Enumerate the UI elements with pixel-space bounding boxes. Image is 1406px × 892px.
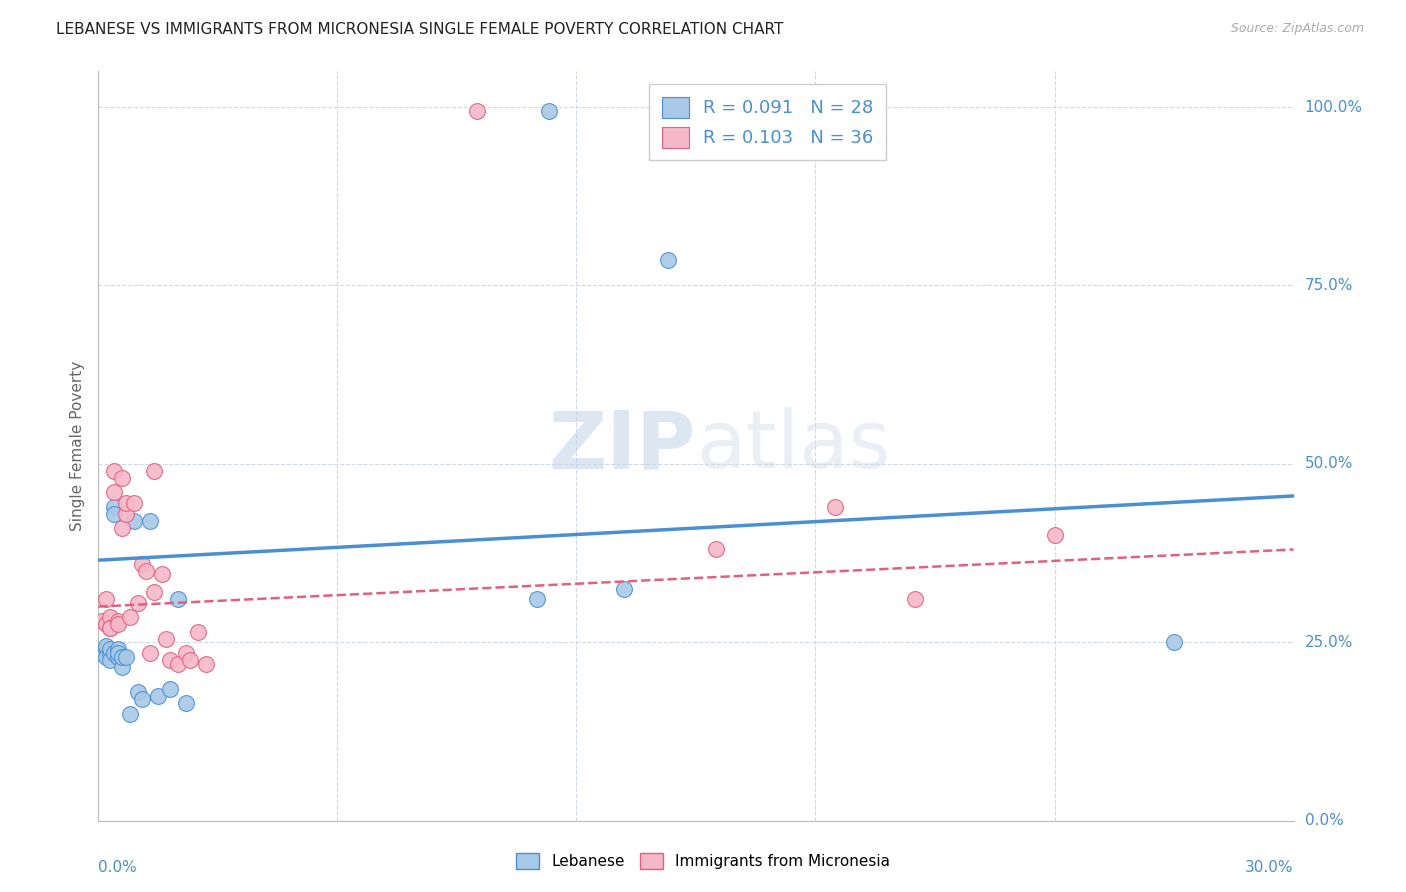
Point [127,596,149,610]
Point [111,649,134,664]
Text: 100.0%: 100.0% [1305,100,1362,114]
Point [904,592,927,607]
Point [150,567,173,582]
Point [107,642,129,657]
Point [115,649,138,664]
Point [139,646,162,660]
Point [139,514,162,528]
Point [115,507,138,521]
Point [96,617,118,632]
Text: 75.0%: 75.0% [1305,278,1353,293]
Point [91,646,114,660]
Point [167,657,190,671]
Point [131,557,153,571]
Point [195,657,218,671]
Text: 25.0%: 25.0% [1305,635,1353,649]
Text: 30.0%: 30.0% [1246,860,1294,874]
Point [120,610,142,624]
Point [103,500,125,514]
Point [98,621,122,635]
Y-axis label: Single Female Poverty: Single Female Poverty [69,361,84,531]
Point [155,632,177,646]
Point [103,485,125,500]
Point [159,653,181,667]
Point [96,592,118,607]
Text: ZIP: ZIP [548,407,696,485]
Point [124,514,146,528]
Point [131,692,153,706]
Point [174,696,197,710]
Point [96,642,118,657]
Point [143,585,166,599]
Point [174,646,197,660]
Point [111,660,134,674]
Point [135,564,157,578]
Text: 0.0%: 0.0% [98,860,138,874]
Point [124,496,146,510]
Point [613,582,636,596]
Point [824,500,846,514]
Point [657,253,679,268]
Point [148,689,170,703]
Point [107,649,129,664]
Point [91,614,114,628]
Point [111,471,134,485]
Point [107,614,129,628]
Point [167,592,190,607]
Point [96,649,118,664]
Text: Source: ZipAtlas.com: Source: ZipAtlas.com [1230,22,1364,36]
Point [159,681,181,696]
Point [179,653,201,667]
Point [103,646,125,660]
Point [96,639,118,653]
Point [107,617,129,632]
Point [98,610,122,624]
Text: 50.0%: 50.0% [1305,457,1353,471]
Text: 0.0%: 0.0% [1305,814,1343,828]
Text: LEBANESE VS IMMIGRANTS FROM MICRONESIA SINGLE FEMALE POVERTY CORRELATION CHART: LEBANESE VS IMMIGRANTS FROM MICRONESIA S… [56,22,783,37]
Point [98,646,122,660]
Point [704,542,727,557]
Point [107,646,129,660]
Point [98,621,122,635]
Point [465,103,488,118]
Point [1043,528,1066,542]
Text: atlas: atlas [696,407,890,485]
Point [111,521,134,535]
Point [120,706,142,721]
Point [98,653,122,667]
Legend: Lebanese, Immigrants from Micronesia: Lebanese, Immigrants from Micronesia [510,847,896,875]
Point [127,685,149,699]
Point [187,624,209,639]
Legend: R = 0.091   N = 28, R = 0.103   N = 36: R = 0.091 N = 28, R = 0.103 N = 36 [650,84,886,161]
Point [115,496,138,510]
Point [103,507,125,521]
Point [537,103,560,118]
Point [526,592,548,607]
Point [1163,635,1185,649]
Point [103,464,125,478]
Point [143,464,166,478]
Point [98,642,122,657]
